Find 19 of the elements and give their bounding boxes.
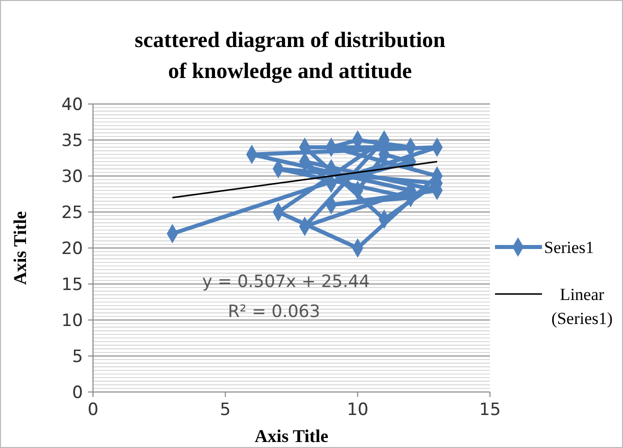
x-tick-label: 10 bbox=[346, 400, 368, 420]
y-tick-label: 25 bbox=[61, 202, 83, 223]
annotation: R² = 0.063 bbox=[228, 302, 320, 322]
y-tick-label: 5 bbox=[72, 346, 83, 367]
legend-label: Series1 bbox=[544, 238, 594, 257]
x-tick-label: 5 bbox=[220, 400, 231, 420]
legend-label: Linear (Series1) bbox=[551, 284, 613, 328]
y-tick-label: 10 bbox=[61, 310, 83, 331]
y-tick-label: 0 bbox=[72, 382, 83, 403]
y-tick-label: 15 bbox=[61, 274, 83, 295]
y-tick-label: 35 bbox=[61, 130, 83, 151]
y-axis-title: Axis Title bbox=[10, 211, 30, 285]
x-axis-title: Axis Title bbox=[254, 426, 328, 446]
y-tick-label: 30 bbox=[61, 166, 83, 187]
chart-title: scattered diagram of distribution of knowledge and attitude bbox=[134, 27, 446, 83]
x-tick-label: 0 bbox=[88, 400, 98, 420]
x-tick-label: 15 bbox=[479, 400, 501, 420]
y-tick-label: 40 bbox=[61, 94, 83, 115]
y-tick-label: 20 bbox=[61, 238, 83, 259]
